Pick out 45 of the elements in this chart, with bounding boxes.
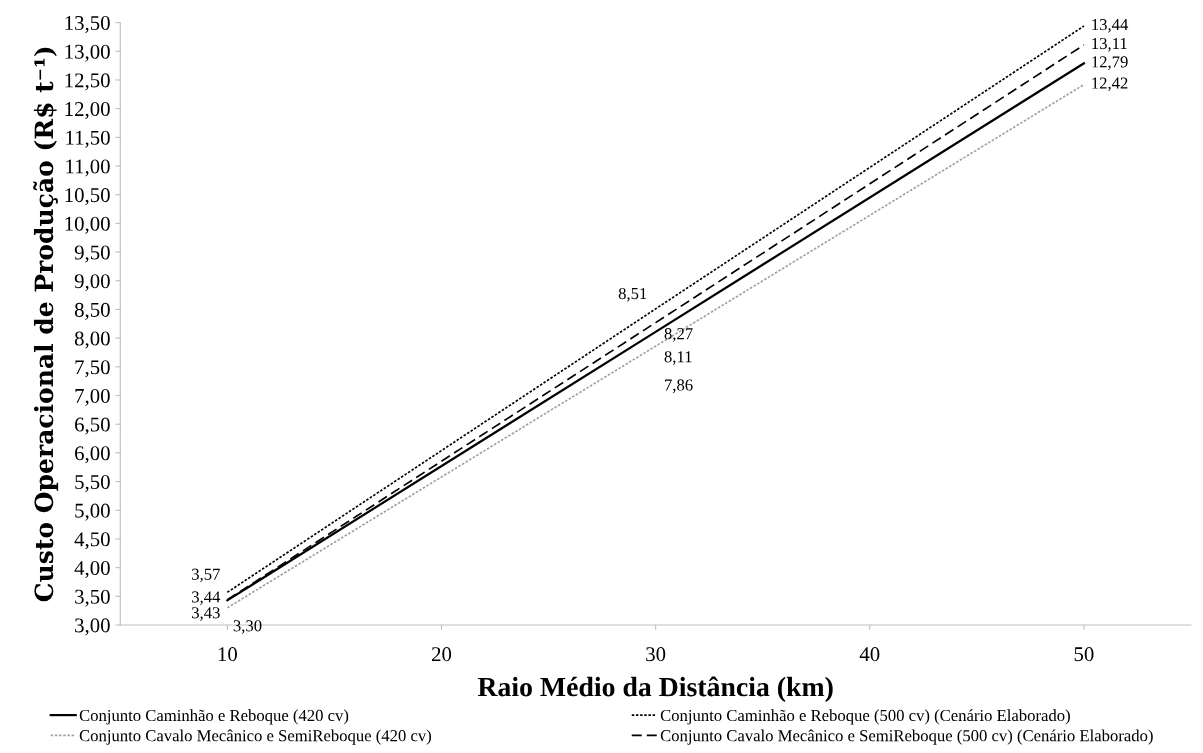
y-tick-label: 10,50 bbox=[65, 188, 110, 206]
data-label: 8,27 bbox=[664, 328, 693, 342]
data-label: 3,44 bbox=[192, 591, 221, 605]
y-tick-label: 13,00 bbox=[65, 44, 110, 62]
y-tick-label: 9,00 bbox=[74, 274, 110, 292]
x-tick-label: 40 bbox=[859, 647, 880, 662]
y-tick-label: 8,00 bbox=[74, 331, 110, 349]
legend-label: Conjunto Cavalo Mecânico e SemiReboque (420 cv) bbox=[79, 729, 432, 745]
data-label: 3,43 bbox=[192, 607, 220, 621]
data-label: 13,44 bbox=[1092, 19, 1129, 33]
y-tick-label: 9,50 bbox=[74, 245, 110, 263]
y-tick-label: 8,50 bbox=[74, 302, 110, 320]
y-tick-label: 10,00 bbox=[65, 216, 110, 234]
y-tick-label: 6,00 bbox=[75, 446, 110, 464]
data-label: 12,42 bbox=[1092, 77, 1128, 92]
y-tick-label: 12,00 bbox=[65, 102, 110, 120]
y-tick-label: 4,00 bbox=[74, 560, 110, 579]
data-label: 3,57 bbox=[192, 568, 220, 583]
y-tick-label: 11,00 bbox=[66, 159, 110, 177]
x-tick-label: 30 bbox=[646, 647, 666, 662]
y-tick-label: 5,00 bbox=[75, 503, 110, 521]
y-axis-title: Custo Operacional de Produção (R$ t⁻¹) bbox=[33, 47, 59, 602]
x-tick-label: 20 bbox=[432, 647, 452, 662]
y-tick-label: 5,50 bbox=[75, 474, 110, 492]
data-label: 12,79 bbox=[1092, 56, 1128, 70]
y-tick-label: 13,50 bbox=[65, 15, 110, 34]
legend-label: Conjunto Cavalo Mecânico e SemiReboque (500 cv) (Cenário Elaborado) bbox=[660, 729, 1153, 745]
y-tick-label: 3,00 bbox=[75, 618, 110, 636]
y-tick-label: 11,50 bbox=[66, 130, 110, 148]
y-tick-label: 4,50 bbox=[74, 532, 110, 550]
x-axis-title: Raio Médio da Distância (km) bbox=[477, 676, 833, 703]
y-tick-label: 7,50 bbox=[75, 360, 110, 378]
x-tick-label: 10 bbox=[218, 647, 237, 662]
data-label: 8,11 bbox=[664, 351, 692, 365]
legend-label: Conjunto Caminhão e Reboque (420 cv) bbox=[79, 709, 349, 725]
y-tick-label: 12,50 bbox=[65, 73, 110, 91]
data-label: 7,86 bbox=[665, 379, 693, 394]
legend-label: Conjunto Caminhão e Reboque (500 cv) (Cenário Elaborado) bbox=[660, 709, 1070, 725]
y-tick-label: 7,00 bbox=[75, 388, 110, 406]
data-label: 3,30 bbox=[233, 620, 262, 634]
y-tick-label: 6,50 bbox=[75, 417, 110, 435]
data-label: 8,51 bbox=[618, 287, 647, 302]
data-label: 13,11 bbox=[1092, 37, 1127, 52]
x-tick-label: 50 bbox=[1074, 647, 1094, 662]
y-tick-label: 3,50 bbox=[75, 589, 110, 607]
